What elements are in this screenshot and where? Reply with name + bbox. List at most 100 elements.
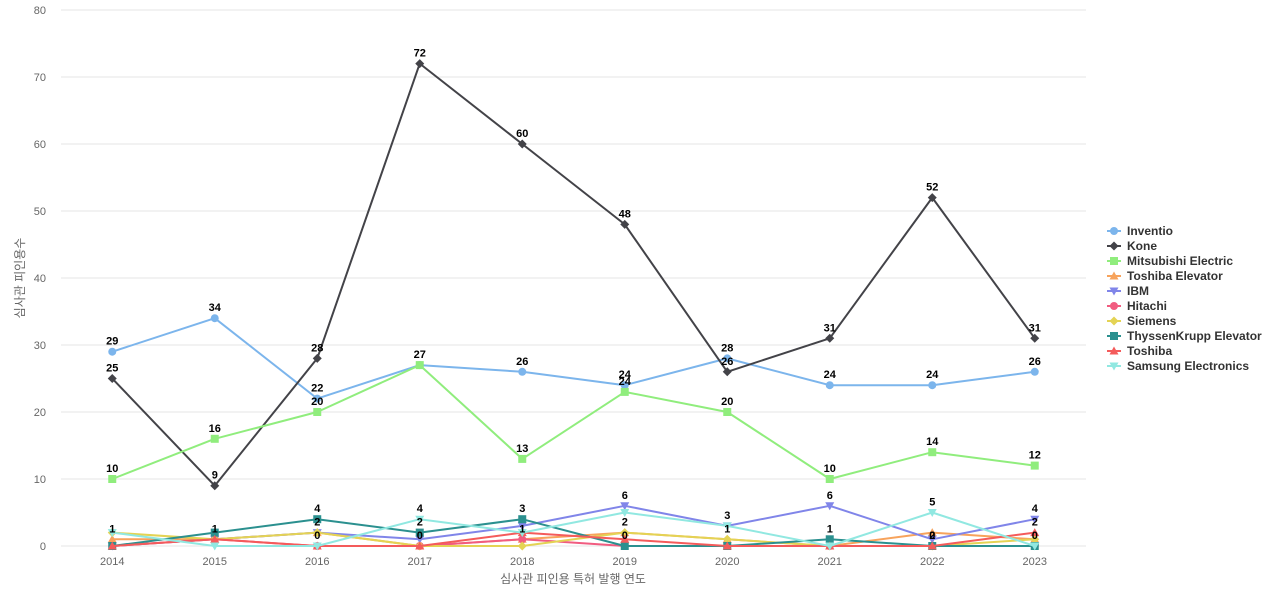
x-tick-label: 2022	[920, 556, 944, 568]
data-point	[928, 448, 937, 457]
legend-item-kone[interactable]: Kone	[1107, 239, 1157, 253]
series-kone	[107, 59, 1040, 491]
data-point	[517, 522, 527, 531]
y-tick-label: 0	[40, 541, 46, 553]
data-point	[108, 475, 117, 483]
legend-label: Samsung Electronics	[1127, 359, 1249, 373]
x-tick-label: 2014	[100, 556, 124, 568]
data-point	[620, 381, 629, 390]
data-label: 24	[926, 369, 939, 381]
series-inventio	[108, 314, 1039, 403]
y-tick-label: 50	[34, 206, 46, 218]
series-line	[112, 511, 1036, 547]
legend-item-hitachi[interactable]: Hitachi	[1107, 299, 1167, 313]
series-line	[111, 317, 1035, 400]
data-label: 10	[106, 463, 118, 475]
data-point	[1030, 534, 1040, 544]
data-label: 2	[417, 517, 423, 529]
data-point	[927, 535, 937, 544]
y-tick-label: 40	[34, 273, 46, 285]
legend-item-siemens[interactable]: Siemens	[1107, 314, 1177, 328]
data-label: 4	[314, 503, 321, 515]
data-point	[620, 528, 630, 538]
data-point	[108, 347, 117, 356]
legend-item-samsung-electronics[interactable]: Samsung Electronics	[1107, 359, 1249, 373]
y-tick-label: 70	[34, 72, 46, 84]
legend-marker	[1110, 227, 1118, 235]
data-point	[415, 361, 424, 370]
data-label: 28	[721, 342, 733, 354]
data-point	[517, 541, 527, 551]
legend-label: Inventio	[1127, 224, 1173, 238]
data-label: 9	[212, 470, 218, 482]
legend-label: Toshiba	[1127, 344, 1172, 358]
gridlines	[61, 9, 1086, 547]
data-point	[518, 515, 527, 524]
data-label: 6	[827, 490, 833, 502]
data-point	[107, 529, 117, 538]
series-mitsubishi-electric	[108, 361, 1039, 483]
data-point	[722, 534, 732, 544]
legend-item-mitsubishi-electric[interactable]: Mitsubishi Electric	[1107, 254, 1233, 268]
data-label: 0	[314, 530, 320, 542]
legend-item-ibm[interactable]: IBM	[1107, 284, 1149, 298]
data-label: 1	[212, 523, 218, 535]
data-point	[415, 528, 424, 537]
legend-label: Kone	[1127, 239, 1157, 253]
legend-item-inventio[interactable]: Inventio	[1107, 224, 1173, 238]
legend-item-toshiba[interactable]: Toshiba	[1107, 344, 1172, 358]
legend-marker	[1109, 287, 1119, 296]
data-label: 48	[619, 208, 631, 220]
y-tick-label: 20	[34, 407, 46, 419]
data-label: 0	[1032, 530, 1038, 542]
data-point	[107, 374, 117, 383]
data-label: 2	[929, 530, 935, 542]
legend-label: Mitsubishi Electric	[1127, 254, 1233, 268]
data-label: 24	[619, 369, 632, 381]
data-label: 1	[519, 523, 525, 535]
data-point	[620, 509, 630, 517]
series-line	[111, 62, 1036, 487]
data-point	[722, 522, 732, 531]
x-tick-label: 2015	[203, 556, 227, 568]
data-label: 31	[824, 322, 836, 334]
x-axis-title: 심사관 피인용 특허 발행 연도	[500, 571, 646, 586]
legend-label: Siemens	[1127, 314, 1177, 328]
data-label: 0	[929, 530, 935, 542]
series-toshiba	[107, 528, 1040, 550]
data-label: 0	[622, 530, 628, 542]
data-label: 16	[209, 423, 221, 435]
data-label: 2	[1032, 517, 1038, 529]
legend-marker	[1110, 302, 1118, 310]
legend-label: Hitachi	[1127, 299, 1167, 313]
data-point	[825, 502, 835, 511]
data-point	[620, 534, 630, 543]
data-point	[517, 529, 527, 538]
series-samsung-electronics	[107, 509, 1040, 551]
data-point	[312, 353, 322, 363]
data-label: 72	[414, 48, 426, 60]
data-point	[518, 535, 527, 544]
data-label: 28	[311, 342, 323, 354]
legend-item-toshiba-elevator[interactable]: Toshiba Elevator	[1107, 269, 1223, 283]
data-point	[518, 454, 527, 463]
y-axis-ticks: 0 10 20 30 40 50 60 70 80	[34, 5, 46, 553]
y-tick-label: 30	[34, 340, 46, 352]
data-point	[415, 535, 425, 544]
data-label: 26	[1029, 356, 1041, 368]
data-label: 14	[926, 436, 939, 448]
data-label: 52	[926, 182, 938, 194]
legend-marker	[1109, 362, 1119, 371]
series-thyssenkrupp-elevator	[108, 515, 1039, 550]
data-point	[1030, 542, 1040, 551]
series-line	[112, 531, 1035, 547]
legend-marker	[1109, 316, 1119, 326]
data-label: 5	[929, 497, 935, 509]
data-point	[107, 534, 117, 543]
legend-item-thyssenkrupp-elevator[interactable]: ThyssenKrupp Elevator	[1107, 329, 1262, 343]
data-label: 25	[106, 363, 118, 375]
x-tick-label: 2018	[510, 556, 534, 568]
data-point	[825, 381, 834, 390]
